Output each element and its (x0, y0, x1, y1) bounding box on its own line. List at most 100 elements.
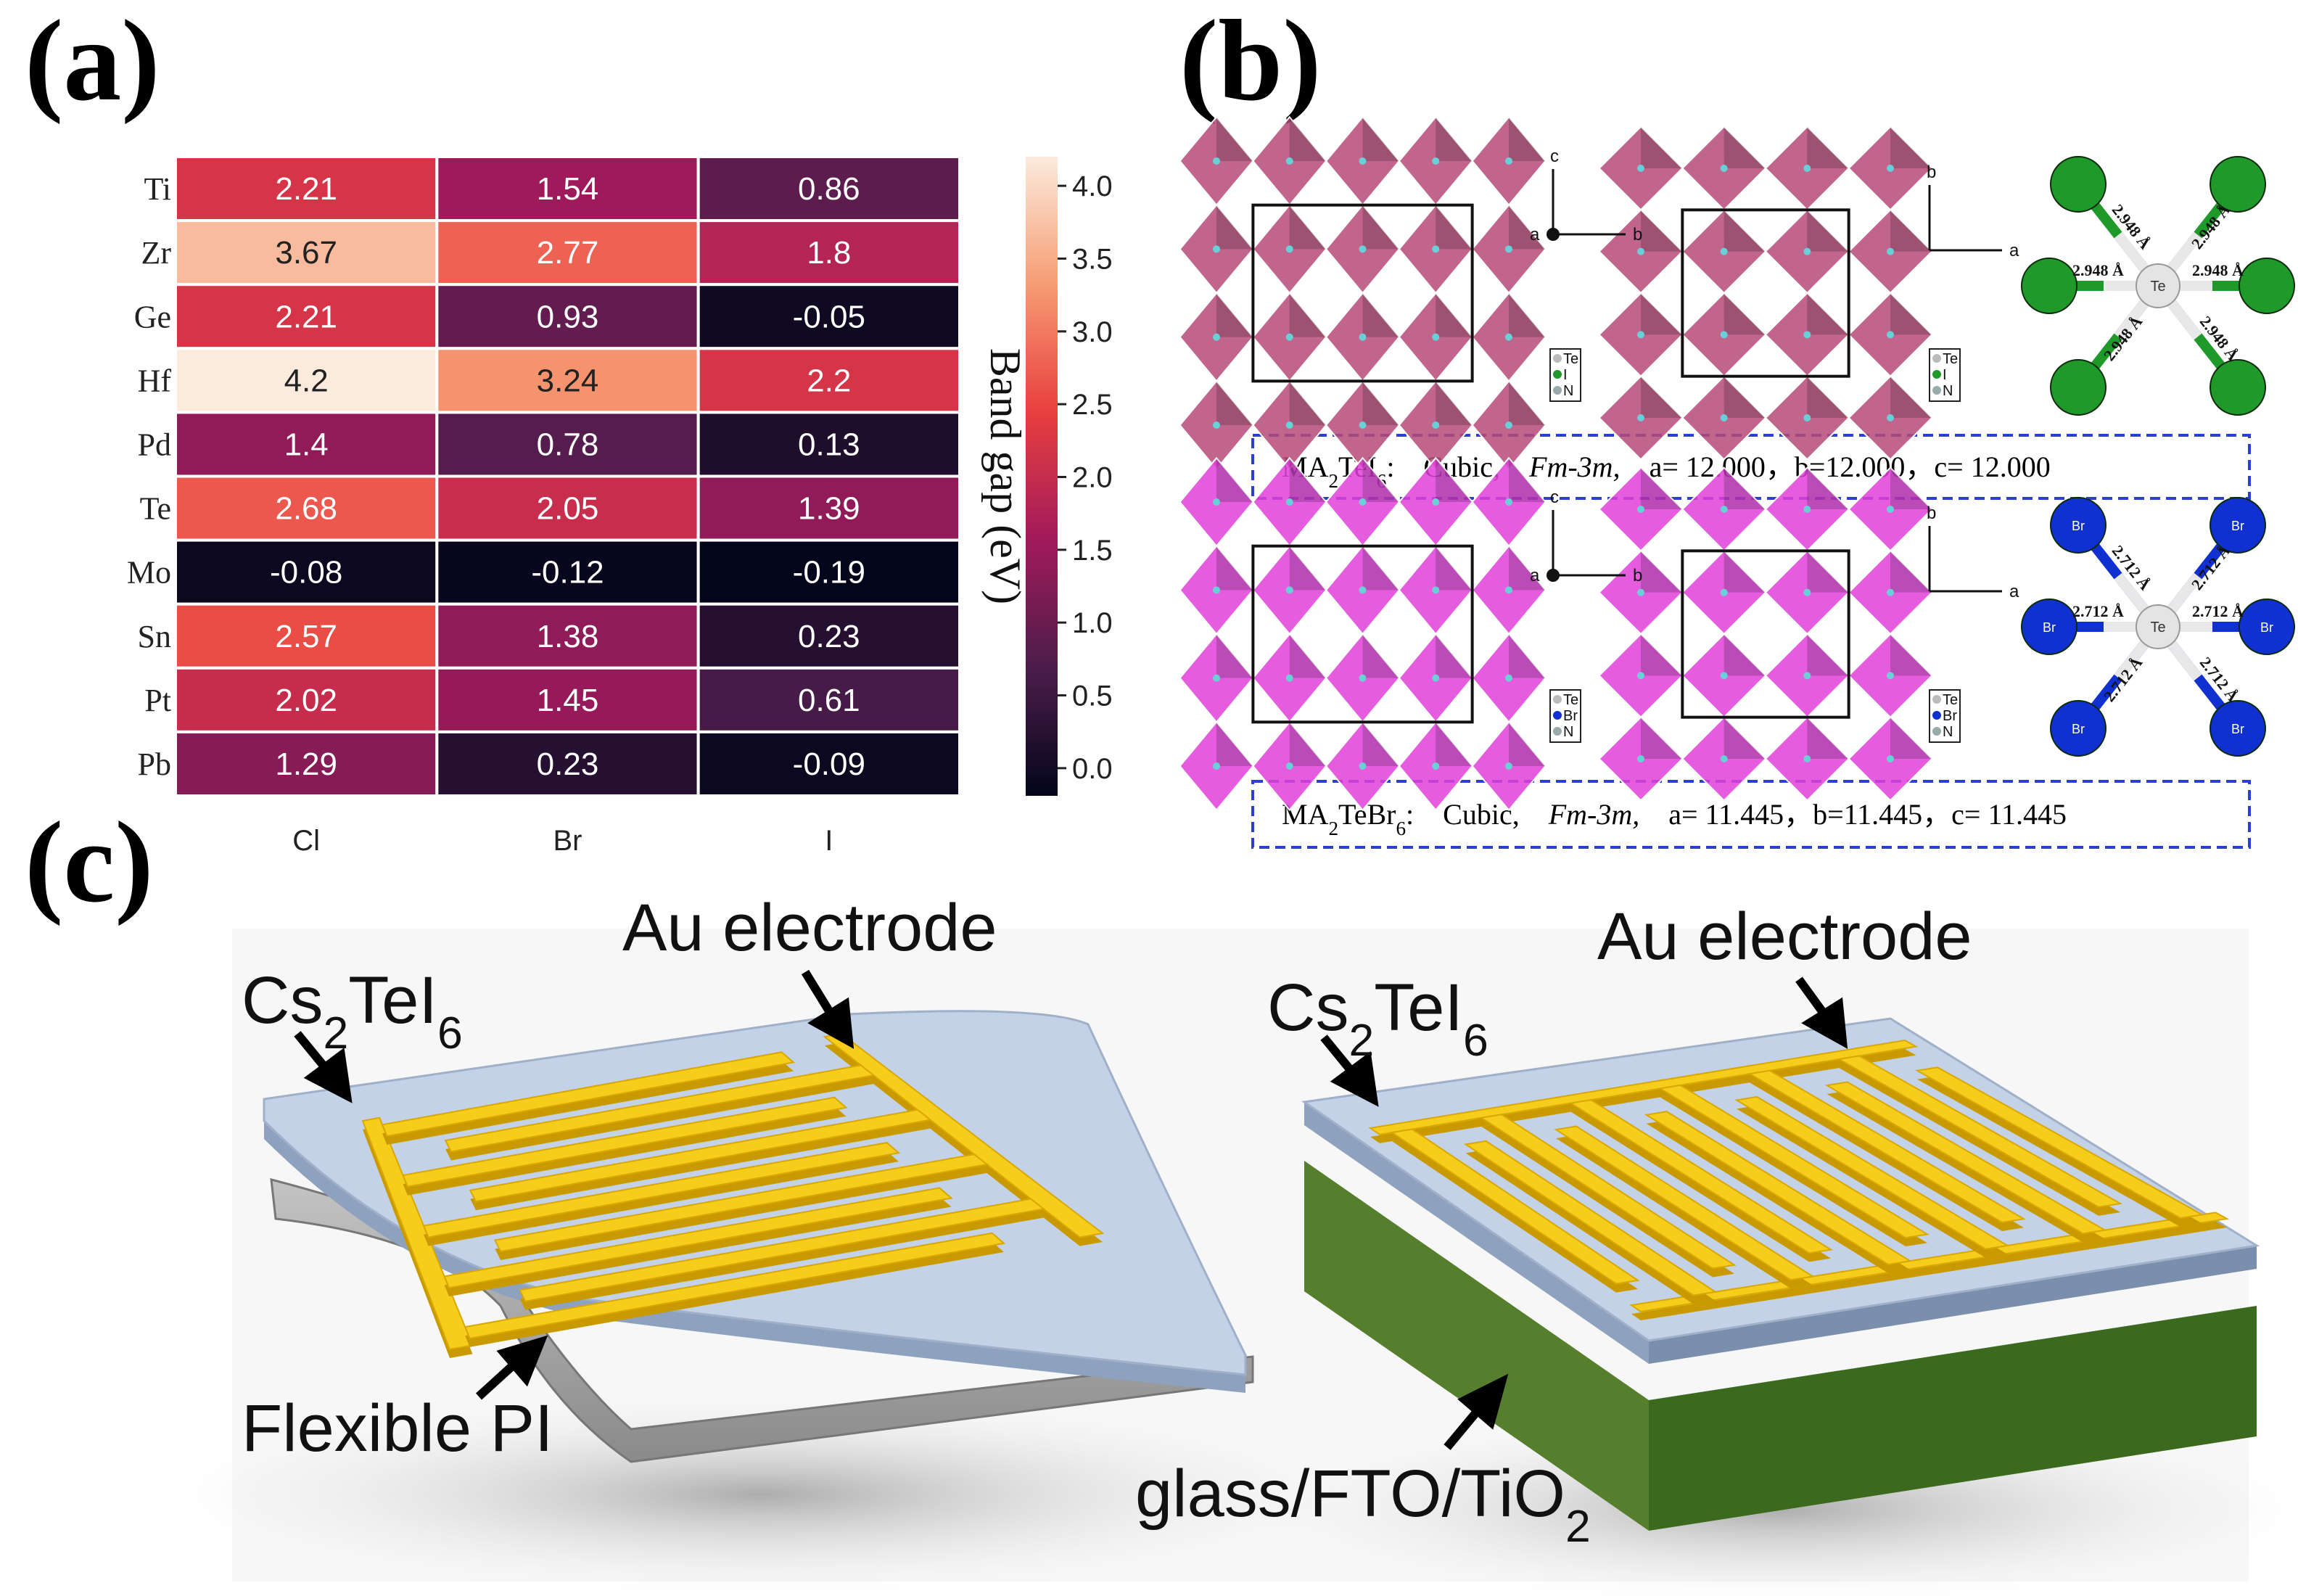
legend-label: Te (1563, 692, 1578, 708)
row-label: Ge (134, 299, 171, 334)
ligand-atom (2210, 156, 2266, 213)
electrode-side (445, 1074, 874, 1161)
atom (1803, 331, 1811, 339)
octahedron-face (1362, 634, 1399, 678)
heatmap-cell (174, 347, 439, 414)
octahedron-face (1216, 117, 1253, 161)
heatmap-cell (435, 347, 700, 414)
atom (1720, 414, 1728, 421)
column-label: Br (553, 825, 582, 857)
info-box (1251, 780, 2251, 849)
atom (1505, 498, 1512, 506)
octahedron-face (1641, 634, 1683, 676)
atom-label: Br (2072, 519, 2085, 533)
row-label: Hf (138, 363, 172, 398)
octahedron-face (1289, 205, 1327, 250)
octahedron-face (1362, 546, 1399, 591)
cell-value: 2.57 (275, 619, 337, 654)
octahedron-face (1509, 722, 1546, 766)
atom (1720, 755, 1728, 762)
shadow (109, 1386, 1414, 1596)
heatmap-cell (696, 538, 962, 606)
octahedron-face (1890, 551, 1932, 593)
atom (1213, 674, 1220, 682)
film-edge (1304, 1102, 1649, 1364)
subscript: 6 (437, 1008, 463, 1058)
atom (1213, 245, 1220, 253)
heatmap (174, 155, 962, 798)
atom (1637, 165, 1644, 172)
atom (1285, 586, 1293, 594)
octahedron-face (1807, 634, 1849, 676)
unit-cell (1681, 208, 1850, 378)
octahedron-face (1724, 376, 1766, 418)
arrow-head (807, 997, 854, 1049)
subscript: 6 (1463, 1015, 1488, 1066)
heatmap-cell (696, 666, 962, 733)
atom (1803, 506, 1811, 513)
atom (1432, 421, 1440, 429)
octahedron-face (1509, 293, 1546, 337)
atom (1359, 421, 1367, 429)
octahedron-face (1289, 634, 1327, 678)
atom-label: Br (2260, 620, 2273, 635)
atom (1213, 421, 1220, 429)
octahedron-face (1641, 376, 1683, 418)
axis-label: c (1550, 147, 1559, 166)
electrode-bar (1837, 1055, 2123, 1208)
atom (1432, 586, 1440, 594)
atom (1213, 498, 1220, 506)
octahedron-face (1724, 210, 1766, 252)
bond-label: 2.948 Å (2100, 313, 2146, 364)
electrode-bar (1824, 1081, 2107, 1235)
legend-label: N (1943, 724, 1953, 740)
axis-dot (1547, 569, 1560, 582)
legend-label: N (1943, 383, 1953, 399)
panel-label: (c) (25, 797, 154, 926)
substrate-label: Flexible PI (242, 1391, 553, 1465)
colorbar-tick-label: 3.5 (1072, 243, 1113, 275)
cell-value: 1.45 (537, 683, 599, 718)
unit-cell (1251, 544, 1474, 724)
octahedron-face (1807, 717, 1849, 759)
heatmap-cell (174, 474, 439, 542)
cell-value: 0.86 (798, 171, 860, 207)
octahedron-face (1807, 126, 1849, 168)
colorbar-tick-label: 2.5 (1072, 389, 1113, 421)
atom (1285, 245, 1293, 253)
subscript: 2 (1328, 818, 1338, 839)
atom (1359, 245, 1367, 253)
atom (1720, 331, 1728, 339)
row-label: Te (140, 491, 171, 527)
heatmap-cell (435, 666, 700, 733)
octahedron-face (1362, 458, 1399, 502)
octahedron-face (1890, 376, 1932, 418)
atom (1505, 674, 1512, 682)
octahedron-face (1807, 293, 1849, 335)
atom (1359, 586, 1367, 594)
legend-swatch (1932, 711, 1941, 720)
arrow-head (496, 1335, 548, 1387)
row-label: Pt (144, 683, 171, 718)
atom (1803, 247, 1811, 255)
octahedron-face (1216, 546, 1253, 591)
atom (1432, 674, 1440, 682)
legend-swatch (1932, 370, 1941, 379)
atom (1637, 331, 1644, 339)
electrode-bar (1554, 1125, 1815, 1281)
atom (1637, 414, 1644, 421)
octahedron-face (1807, 376, 1849, 418)
electrode (361, 1032, 1105, 1358)
octahedron-face (1362, 117, 1399, 161)
arrows (294, 969, 1848, 1450)
unit-cell (1681, 549, 1850, 719)
electrode-bar (464, 1232, 1006, 1339)
octahedron-face (1362, 293, 1399, 337)
legend-label: Te (1943, 351, 1958, 367)
electrode-bar (1644, 1111, 1913, 1266)
atom (1359, 674, 1367, 682)
octahedron-face (1289, 117, 1327, 161)
space-group: Fm-3m, (1528, 451, 1620, 483)
heatmap-cell (435, 474, 700, 542)
